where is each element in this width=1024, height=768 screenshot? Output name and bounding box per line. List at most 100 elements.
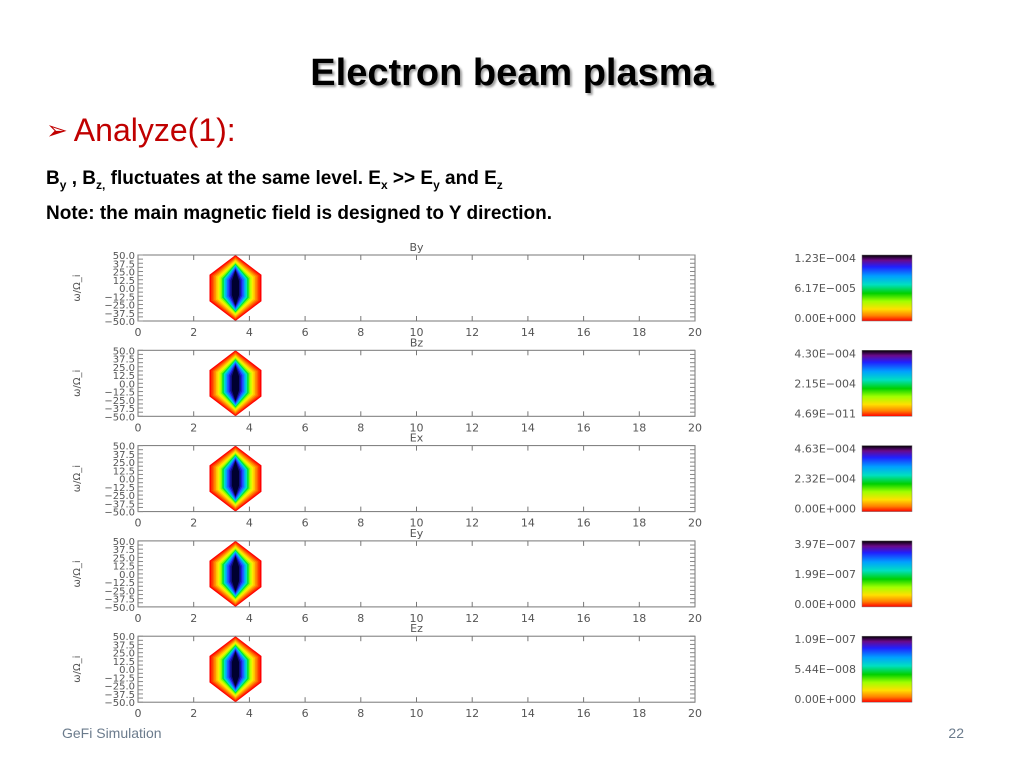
x-tick-label: 0 [135,612,142,625]
y-tick-label: −50.0 [104,508,135,519]
x-tick-label: 4 [246,612,253,625]
x-tick-label: 18 [632,612,646,625]
y-tick-label: −37.5 [104,595,135,606]
x-tick-label: 8 [357,517,364,530]
x-tick-label: 8 [357,612,364,625]
y-tick-label: −50.0 [104,603,135,614]
x-tick-label: 20 [688,707,702,720]
text-b2: B [82,168,96,189]
x-tick-label: 14 [521,517,535,530]
y-tick-label: 12.5 [113,657,135,668]
colorbar [861,540,913,608]
y-tick-label: 12.5 [113,466,135,477]
panel-title: Bz [410,336,424,349]
colorbar-label: 2.15E−004 [794,377,856,390]
x-tick-label: 6 [302,326,309,339]
page-number: 22 [948,725,964,741]
colorbar [861,350,913,417]
colorbar-label: 3.97E−007 [794,538,856,551]
x-tick-label: 20 [688,517,702,530]
x-tick-label: 20 [688,612,702,625]
x-tick-label: 10 [410,612,424,625]
text-and: and E [439,168,497,189]
x-tick-label: 2 [190,707,197,720]
arrow-bullet-icon: ➢ [46,115,68,145]
x-tick-label: 2 [190,612,197,625]
x-tick-label: 18 [632,326,646,339]
y-tick-label: 37.5 [113,450,135,461]
y-tick-label: 12.5 [113,276,135,287]
panel-bz: Bz 0 2 4 6 8 10 12 14 16 18 20 50.037.525.012.50.0−1… [72,336,913,434]
text-gg: >> E [387,168,434,189]
x-tick-label: 6 [302,421,309,434]
heat-contour [231,651,240,687]
summary-line: By , Bz, fluctuates at the same level. E… [46,168,503,192]
y-tick-label: −37.5 [104,309,135,320]
sub-ey: y [433,177,440,192]
colorbar-label: 2.32E−004 [794,473,856,486]
y-tick-label: 50.0 [113,251,135,262]
text-b: B [46,168,60,189]
x-tick-label: 12 [465,707,479,720]
y-tick-label: −12.5 [104,483,135,494]
x-tick-label: 20 [688,421,702,434]
panel-title: Ey [410,527,424,540]
colorbar-label: 0.00E+000 [794,693,856,706]
x-tick-label: 10 [410,326,424,339]
colorbar [861,635,913,703]
sub-x: x [380,177,388,192]
y-tick-label: −37.5 [104,690,135,701]
y-tick-label: −12.5 [104,292,135,303]
panel-title: Ex [410,432,424,445]
text-sep: , [66,168,83,189]
y-tick-label: −12.5 [104,673,135,684]
panel-ex: Ex 0 2 4 6 8 10 12 14 16 18 20 50.037.525.012.50.0−1… [72,432,913,530]
y-tick-label: 50.0 [113,632,135,643]
y-tick-label: −50.0 [104,412,135,423]
x-tick-label: 8 [357,707,364,720]
x-tick-label: 6 [302,707,309,720]
x-tick-label: 0 [135,707,142,720]
x-tick-label: 2 [190,517,197,530]
x-tick-label: 8 [357,421,364,434]
panel-title: Ez [410,622,423,635]
y-tick-label: −50.0 [104,698,135,709]
y-tick-label: 0.0 [119,379,135,390]
y-tick-label: 12.5 [113,562,135,573]
colorbar-label: 1.09E−007 [794,633,856,646]
y-tick-label: 50.0 [113,346,135,357]
y-tick-label: 50.0 [113,442,135,453]
x-tick-label: 16 [577,707,591,720]
y-axis-label: ω/Ω_i [72,560,83,587]
x-tick-label: 10 [410,707,424,720]
y-tick-label: −25.0 [104,682,135,693]
x-tick-label: 2 [190,326,197,339]
x-tick-label: 4 [246,517,253,530]
colorbar-label: 6.17E−005 [794,282,856,295]
x-tick-label: 12 [465,517,479,530]
x-tick-label: 18 [632,707,646,720]
sub-y: y [59,177,67,192]
y-tick-label: 37.5 [113,355,135,366]
x-tick-label: 12 [465,326,479,339]
bullet-heading: ➢ Analyze(1): [46,112,236,149]
footer-text: GeFi Simulation [62,725,162,741]
colorbar-label: 1.99E−007 [794,568,856,581]
y-tick-label: 50.0 [113,537,135,548]
y-tick-label: 37.5 [113,259,135,270]
panel-ey: Ey 0 2 4 6 8 10 12 14 16 18 20 50.037.525.012.50.0−1… [72,527,913,625]
heat-contour [231,270,240,306]
y-tick-label: 12.5 [113,371,135,382]
bullet-text: Analyze(1): [73,112,236,148]
x-tick-label: 12 [465,421,479,434]
y-tick-label: −25.0 [104,586,135,597]
colorbar-label: 0.00E+000 [794,503,856,516]
colorbar-label: 0.00E+000 [794,312,856,325]
y-tick-label: 25.0 [113,458,135,469]
x-tick-label: 16 [577,517,591,530]
y-tick-label: −12.5 [104,388,135,399]
y-axis-label: ω/Ω_i [72,370,83,397]
x-tick-label: 18 [632,517,646,530]
y-tick-label: −25.0 [104,491,135,502]
